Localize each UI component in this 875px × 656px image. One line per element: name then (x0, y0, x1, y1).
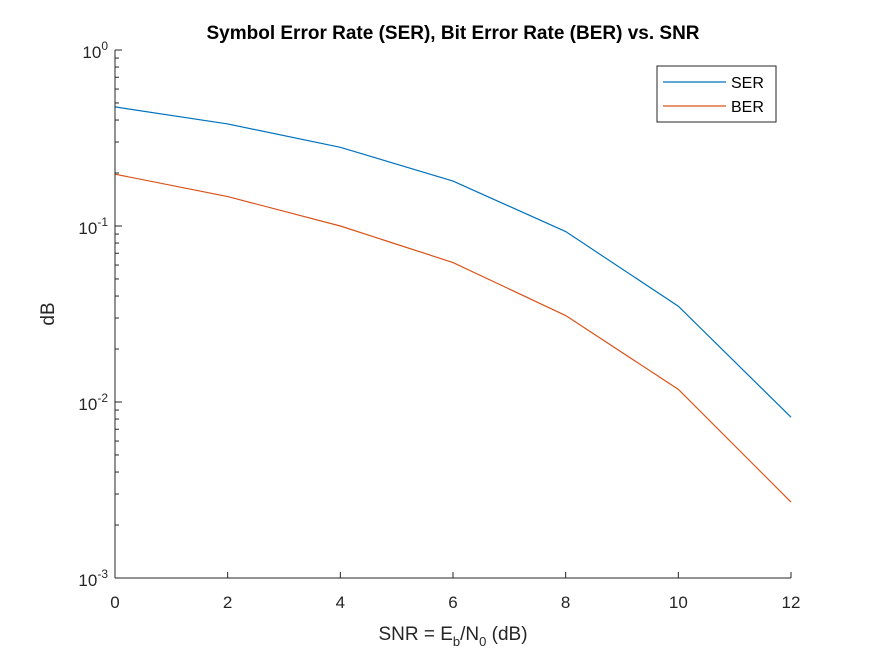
y-tick-exponent: -2 (97, 391, 108, 405)
y-tick-label: 10-3 (78, 567, 108, 590)
legend-label-ber: BER (731, 99, 764, 116)
x-tick-label: 6 (448, 593, 457, 612)
y-tick-exponent: 0 (101, 39, 108, 53)
y-tick-exponent: -1 (97, 215, 108, 229)
y-tick-label: 100 (82, 39, 108, 62)
x-ticks: 0 2 4 6 8 10 12 (110, 572, 800, 612)
y-tick-base: 10 (78, 219, 97, 238)
x-tick-label: 0 (110, 593, 119, 612)
x-tick-label: 10 (669, 593, 688, 612)
x-tick-label: 12 (782, 593, 801, 612)
y-tick-base: 10 (78, 395, 97, 414)
legend: SER BER (656, 65, 777, 123)
x-axis-label: SNR = Eb/N0 (dB) (378, 624, 527, 649)
plot-area (115, 50, 791, 578)
x-axis-label-suffix: (dB) (486, 624, 527, 645)
x-tick-label: 8 (561, 593, 570, 612)
y-tick-exponent: -3 (97, 567, 108, 581)
x-axis-label-sub-b: b (453, 634, 460, 649)
x-axis-label-sub-0: 0 (479, 634, 486, 649)
series-line-ber (114, 173, 792, 503)
x-tick-label: 2 (223, 593, 232, 612)
legend-box (656, 65, 777, 123)
series-line-ser (114, 106, 792, 418)
y-axis-label: dB (38, 302, 59, 325)
y-tick-label: 10-2 (78, 391, 108, 414)
y-tick-label: 10-1 (78, 215, 108, 238)
x-axis-label-prefix: SNR = E (378, 624, 452, 645)
y-tick-base: 10 (82, 43, 101, 62)
series-lines (114, 106, 792, 503)
x-tick-label: 4 (336, 593, 345, 612)
legend-label-ser: SER (731, 75, 764, 92)
y-tick-base: 10 (78, 571, 97, 590)
x-axis-label-mid: /N (460, 624, 479, 645)
chart-title: Symbol Error Rate (SER), Bit Error Rate … (206, 23, 699, 44)
